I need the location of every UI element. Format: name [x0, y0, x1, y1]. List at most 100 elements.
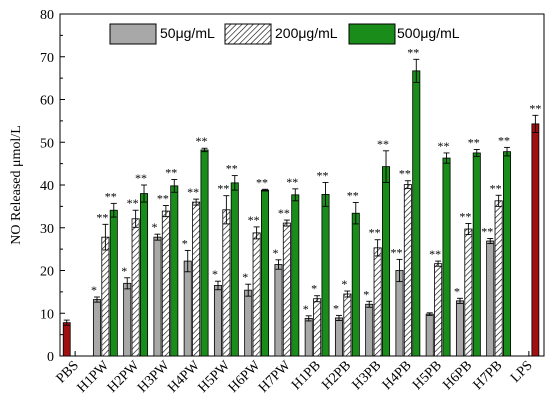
significance-label: ** [377, 137, 389, 151]
x-axis: PBSH1PWH2PWH3PWH4PWH5PWH6PWH7PWH1PBH2PBH… [54, 351, 536, 396]
y-tick-label: 80 [40, 8, 54, 23]
bar [101, 236, 110, 357]
significance-label: * [242, 270, 248, 284]
significance-label: * [333, 301, 339, 315]
bar [455, 300, 464, 357]
significance-label: ** [390, 245, 402, 259]
significance-label: ** [226, 162, 238, 176]
x-tick-label: H3PW [135, 358, 173, 396]
significance-label: ** [369, 226, 381, 240]
significance-label: ** [317, 168, 329, 182]
x-tick-label: H6PB [440, 358, 475, 393]
significance-label: ** [498, 133, 510, 147]
bar [403, 184, 412, 357]
x-tick-label: H1PW [75, 358, 113, 396]
significance-label: ** [135, 171, 147, 185]
bar [92, 299, 101, 357]
legend-swatch [348, 23, 396, 45]
significance-label: ** [96, 210, 108, 224]
significance-label: * [182, 236, 188, 250]
bar [161, 210, 170, 357]
bar [213, 285, 222, 357]
significance-label: * [454, 284, 460, 298]
significance-label: * [311, 282, 317, 296]
bar-series: ***** *** *********** ** ** **** *** **********… [62, 45, 541, 357]
significance-label: ** [157, 192, 169, 206]
significance-label: ** [286, 175, 298, 189]
legend: 50μg/mL 200μg/mL 500μg/mL [109, 23, 460, 45]
significance-label: * [303, 302, 309, 316]
x-tick-label: H2PB [319, 358, 354, 393]
legend-swatch [109, 23, 157, 45]
significance-label: ** [278, 206, 290, 220]
x-tick-label: H1PB [289, 358, 324, 393]
x-tick-label: H3PB [350, 358, 385, 393]
significance-label: * [91, 283, 97, 297]
significance-label: ** [127, 196, 139, 210]
y-tick-label: 70 [40, 51, 54, 66]
significance-label: ** [248, 213, 260, 227]
y-axis: 0 10 20 30 40 50 60 70 80 [40, 8, 65, 365]
bar [373, 247, 382, 357]
bar [434, 263, 443, 357]
y-tick-label: 30 [40, 222, 54, 237]
legend-label: 200μg/mL [275, 25, 338, 41]
bar [274, 264, 283, 357]
bar [412, 70, 421, 357]
bar [304, 317, 313, 357]
bar [472, 152, 481, 357]
significance-label: ** [187, 185, 199, 199]
bar [442, 157, 451, 357]
y-tick-label: 0 [47, 350, 54, 365]
y-tick-label: 10 [40, 307, 54, 322]
x-tick-label: H7PB [471, 358, 506, 393]
significance-label: ** [105, 189, 117, 203]
x-tick-label: H5PW [196, 358, 234, 396]
significance-label: * [151, 220, 157, 234]
bar [282, 222, 291, 357]
y-tick-label: 40 [40, 179, 54, 194]
x-tick-label: H5PB [410, 358, 445, 393]
significance-label: * [341, 277, 347, 291]
bar [321, 194, 330, 357]
bar [313, 298, 322, 357]
legend-label: 50μg/mL [160, 25, 215, 41]
bar [351, 212, 360, 357]
bar [222, 209, 231, 357]
bar [395, 270, 404, 357]
y-tick-label: 50 [40, 136, 54, 151]
significance-label: ** [165, 165, 177, 179]
legend-label: 500μg/mL [397, 25, 460, 41]
bar [131, 218, 140, 357]
x-tick-label: H6PW [226, 358, 264, 396]
y-tick-label: 60 [40, 94, 54, 109]
y-axis-label: NO Released μmol/L [9, 125, 24, 244]
significance-label: ** [256, 175, 268, 189]
bar [252, 232, 261, 357]
bar [230, 182, 239, 357]
x-tick-label: H4PW [165, 358, 203, 396]
significance-label: * [363, 287, 369, 301]
significance-label: ** [347, 189, 359, 203]
significance-label: * [272, 246, 278, 260]
bar [334, 317, 343, 357]
bar [494, 200, 503, 357]
x-tick-label: H7PW [256, 358, 294, 396]
bar [343, 293, 352, 357]
significance-label: ** [459, 209, 471, 223]
bar [291, 194, 300, 357]
bar [486, 240, 495, 357]
x-tick-label: LPS [508, 358, 536, 386]
x-tick-label: H4PB [380, 358, 415, 393]
bar [153, 236, 162, 357]
significance-label: ** [481, 224, 493, 238]
legend-swatch [224, 23, 272, 45]
significance-label: * [121, 264, 127, 278]
significance-label: ** [399, 167, 411, 181]
bar [464, 228, 473, 357]
bar [123, 282, 132, 357]
significance-label: ** [468, 136, 480, 150]
significance-label: ** [438, 139, 450, 153]
bar [170, 185, 179, 357]
